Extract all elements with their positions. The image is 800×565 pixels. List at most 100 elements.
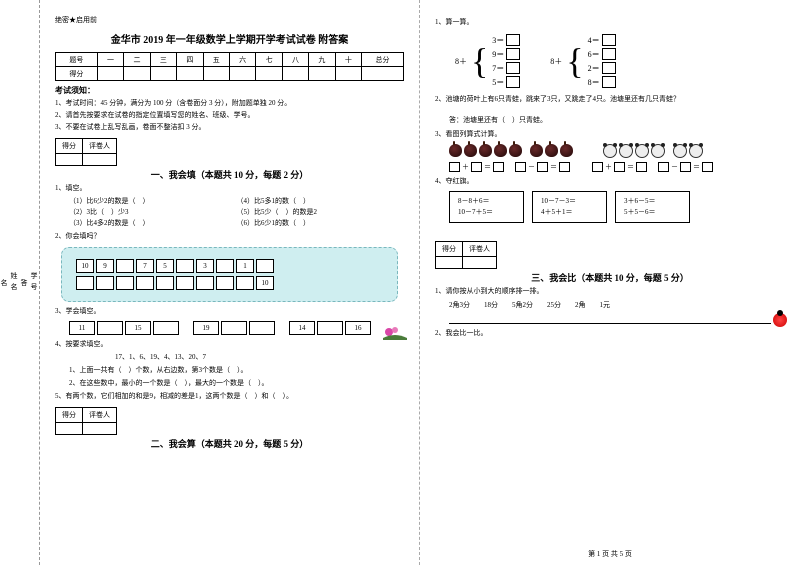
binding-margin: 学号 答 姓名 名 班级 不 内 学校 线 封 密 乡镇（街道）: [0, 0, 40, 565]
score-value-row: 得分: [56, 67, 404, 81]
page-right: 1、算一算。 8＋ { 3＝ 9＝ 7＝ 5＝ 8＋ { 4＝ 6＝ 2＝ 8＝…: [420, 0, 800, 565]
cell: 3: [196, 259, 214, 273]
q2-box: 10 9 7 5 3 1 10: [61, 247, 398, 302]
score-table: 题号 一 二 三 四 五 六 七 八 九 十 总分 得分: [55, 52, 404, 81]
rq2-answer: 答：池塘里还有（ ）只青蛙。: [449, 115, 785, 126]
base: 8＋: [550, 56, 562, 67]
q4-line2: 2、在这些数中，最小的一个数是（ ），最大的一个数是（ ）。: [69, 378, 404, 389]
q1-item: （1）比6少2的数是（ ）: [69, 196, 237, 207]
section-1-title: 一、我会填（本题共 10 分，每题 2 分）: [55, 168, 404, 181]
th: 总分: [362, 53, 404, 67]
answer-box: [602, 76, 616, 88]
flag-box-1: 8－8＋6＝ 10－7＋5＝: [449, 191, 524, 223]
binding-mark-1: 答: [19, 279, 29, 286]
cell: [196, 276, 214, 290]
calc-left: 8＋ { 3＝ 9＝ 7＝ 5＝: [455, 34, 520, 88]
r3q1-title: 1、请你按从小到大的顺序排一排。: [435, 286, 785, 297]
confidential-label: 绝密★启用前: [55, 15, 404, 25]
cell: [76, 276, 94, 290]
base: 8＋: [455, 56, 467, 67]
instruction-item: 3、不要在试卷上乱写乱画，卷面不整洁扣 3 分。: [55, 122, 404, 133]
cell: [221, 321, 247, 335]
grader-score: 得分: [56, 138, 83, 153]
cell: 9: [96, 259, 114, 273]
cell: 5: [156, 259, 174, 273]
cell: [136, 276, 154, 290]
pages-container: 绝密★启用前 金华市 2019 年一年级数学上学期开学考试试卷 附答案 题号 一…: [40, 0, 800, 565]
cell: [216, 276, 234, 290]
brace-icon: {: [566, 45, 583, 77]
page-left: 绝密★启用前 金华市 2019 年一年级数学上学期开学考试试卷 附答案 题号 一…: [40, 0, 420, 565]
th: 八: [282, 53, 308, 67]
cell: [96, 276, 114, 290]
th: 二: [124, 53, 150, 67]
answer-box: [602, 48, 616, 60]
section-3-title: 三、我会比（本题共 10 分，每题 5 分）: [435, 271, 785, 284]
q5: 5、有两个数，它们相加的和是9，相减的差是1，这两个数是（ ）和（ ）。: [55, 391, 404, 402]
th: 题号: [56, 53, 98, 67]
answer-box: [506, 48, 520, 60]
cell: [236, 276, 254, 290]
grader-score: 得分: [56, 407, 83, 422]
cell: [153, 321, 179, 335]
grader-person: 评卷人: [83, 407, 117, 422]
grader-box-3: 得分评卷人: [435, 241, 497, 269]
q3-row: 11 15 19 14 16: [69, 321, 404, 335]
answer-box: [602, 62, 616, 74]
cell: [216, 259, 234, 273]
instruction-item: 2、请首先按要求在试卷的指定位置填写您的姓名、班级、学号。: [55, 110, 404, 121]
q1-item: （5）比5少（ ）的数是2: [237, 207, 405, 218]
cell: [249, 321, 275, 335]
q4-nums: 17、1、6、19、4、13、20、7: [115, 352, 404, 363]
r3q2: 2、我会比一比。: [435, 328, 785, 339]
answer-box: [506, 76, 520, 88]
exam-title: 金华市 2019 年一年级数学上学期开学考试试卷 附答案: [55, 31, 404, 46]
rq3-title: 3、看图列算式计算。: [435, 129, 785, 140]
page-footer: 第 1 页 共 5 页: [420, 549, 800, 559]
th: 九: [309, 53, 335, 67]
answer-line: [449, 314, 771, 324]
instructions-title: 考试须知：: [55, 85, 404, 96]
cell: 16: [345, 321, 371, 335]
q4-line1: 1、上面一共有（ ）个数，从右边数，第3个数是（ ）。: [69, 365, 404, 376]
q1-item: （3）比4多2的数是（ ）: [69, 218, 237, 229]
binding-mark-2: 名: [0, 279, 9, 286]
q2-title: 2、你会填吗？: [55, 231, 404, 242]
grader-box-2: 得分评卷人: [55, 407, 117, 435]
instructions-list: 1、考试时间：45 分钟，满分为 100 分（含卷面分 3 分），附加题单独 2…: [55, 98, 404, 134]
cell: [317, 321, 343, 335]
grader-person: 评卷人: [463, 242, 497, 257]
th: 十: [335, 53, 361, 67]
th: 五: [203, 53, 229, 67]
q2-row2: 10: [76, 276, 383, 290]
cell: 10: [76, 259, 94, 273]
cell: [156, 276, 174, 290]
section-2-title: 二、我会算（本题共 20 分，每题 5 分）: [55, 437, 404, 450]
cell: 19: [193, 321, 219, 335]
cell: 15: [125, 321, 151, 335]
cell: 14: [289, 321, 315, 335]
q1-item: （4）比5多1的数（ ）: [237, 196, 405, 207]
flag-box-2: 10－7－3＝ 4＋5＋1＝: [532, 191, 607, 223]
calc-row: 8＋ { 3＝ 9＝ 7＝ 5＝ 8＋ { 4＝ 6＝ 2＝ 8＝: [455, 34, 785, 88]
cell: [97, 321, 123, 335]
answer-box: [506, 34, 520, 46]
answer-box: [506, 62, 520, 74]
th: 一: [97, 53, 123, 67]
cell: 11: [69, 321, 95, 335]
flag-box-3: 3＋6－5＝ 5＋5－6＝: [615, 191, 690, 223]
bug-icon: [770, 310, 790, 330]
td: 得分: [56, 67, 98, 81]
grader-person: 评卷人: [83, 138, 117, 153]
cell: 10: [256, 276, 274, 290]
binding-label-1: 学号: [29, 272, 39, 294]
cell: 7: [136, 259, 154, 273]
picture-row: [449, 144, 785, 158]
equation-row: ＋＝ －＝ ＋＝ －＝: [449, 162, 785, 172]
th: 三: [150, 53, 176, 67]
grader-box-1: 得分评卷人: [55, 138, 117, 166]
q1-item: （6）比6少1的数（ ）: [237, 218, 405, 229]
th: 四: [177, 53, 203, 67]
q3-title: 3、学会填空。: [55, 306, 404, 317]
cell: [176, 259, 194, 273]
